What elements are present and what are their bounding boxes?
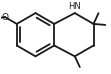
Text: HN: HN (68, 2, 81, 11)
Text: O: O (1, 13, 8, 22)
